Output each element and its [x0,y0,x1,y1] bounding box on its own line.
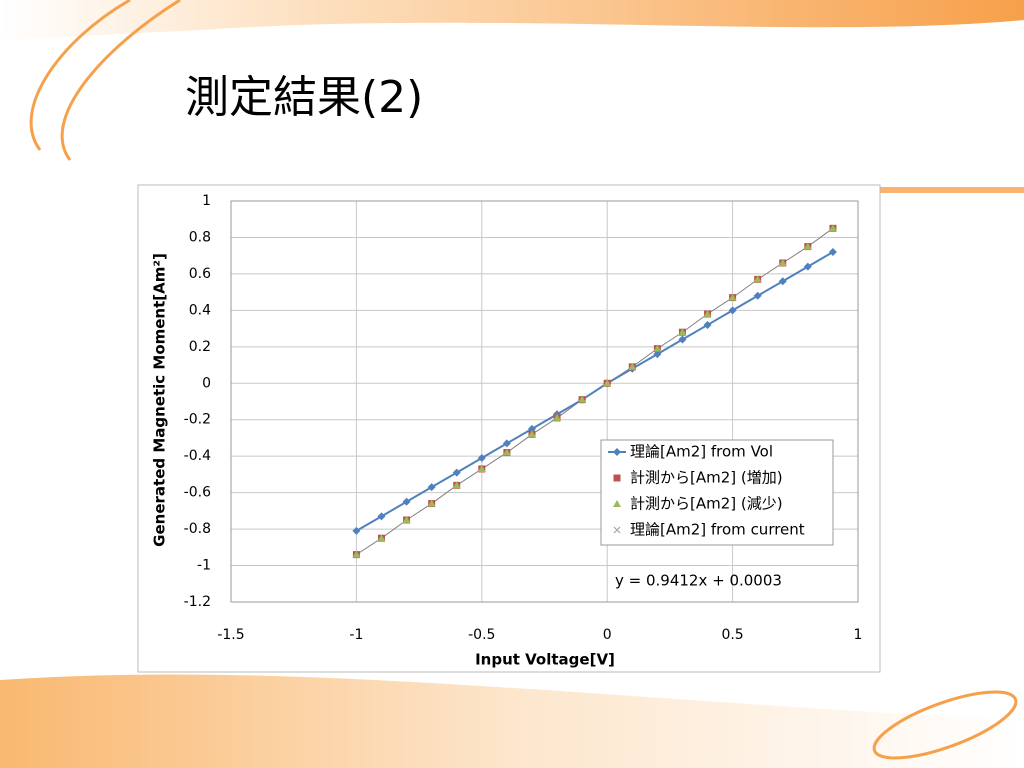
y-tick-label: -1.2 [184,594,211,610]
marker [377,512,386,521]
legend-label: 計測から[Am2] (増加) [630,469,783,487]
y-axis-title: Generated Magnetic Moment[Am²] [151,253,169,547]
x-tick-label: 1 [854,627,863,643]
x-tick-label: 0 [603,627,612,643]
slide-title: 測定結果(2) [185,72,423,123]
top-band [0,0,1024,40]
marker [427,483,436,492]
y-tick-label: -1 [197,558,211,574]
legend [600,439,834,546]
legend-label: 理論[Am2] from current [630,521,805,539]
legend-label: 計測から[Am2] (減少) [630,495,783,513]
legend-marker [613,500,621,507]
marker [502,448,511,456]
y-tick-label: -0.4 [184,448,211,464]
chart-frame [137,184,881,673]
x-axis-title: Input Voltage[V] [475,651,615,669]
marker [803,262,812,271]
y-tick-label: -0.6 [184,485,211,501]
logo [872,690,1018,760]
y-tick-label: 0.4 [189,302,211,318]
marker [653,344,662,352]
plot-border [230,200,859,603]
series-line [355,251,834,532]
marker [352,526,361,535]
legend-label: 理論[Am2] from Vol [630,443,773,461]
y-tick-label: 1 [202,193,211,209]
marker [678,335,687,344]
legend-marker [613,448,621,456]
y-tick-label: 0.6 [189,266,211,282]
marker [728,306,737,315]
marker [402,497,411,506]
x-tick-label: 0.5 [721,627,743,643]
legend-marker [613,474,621,482]
y-tick-label: -0.8 [184,521,211,537]
marker [477,464,486,472]
marker [477,454,486,463]
marker [377,534,386,542]
marker [553,413,562,421]
y-tick-label: -0.2 [184,412,211,428]
marker [452,481,461,489]
marker [502,439,511,448]
legend-marker [613,526,621,534]
marker [603,379,612,387]
marker [703,310,712,318]
marker [427,499,436,507]
x-tick-label: -1 [349,627,363,643]
y-tick-label: 0.2 [189,339,211,355]
marker [828,224,837,232]
marker [753,291,762,300]
x-tick-label: -1.5 [217,627,244,643]
marker [828,248,837,257]
marker [628,362,637,370]
marker [703,320,712,329]
marker [352,550,361,558]
y-tick-label: 0.8 [189,229,211,245]
marker [778,258,787,266]
swirl [29,0,181,161]
marker [728,293,737,301]
marker [803,242,812,250]
marker [527,430,536,438]
marker [678,328,687,336]
marker [778,277,787,286]
marker [402,515,411,523]
marker [578,395,587,403]
y-tick-label: 0 [202,375,211,391]
marker [753,275,762,283]
marker [452,468,461,477]
bottom-band [0,674,1024,768]
x-tick-label: -0.5 [468,627,495,643]
trendline-equation: y = 0.9412x + 0.0003 [615,572,782,590]
